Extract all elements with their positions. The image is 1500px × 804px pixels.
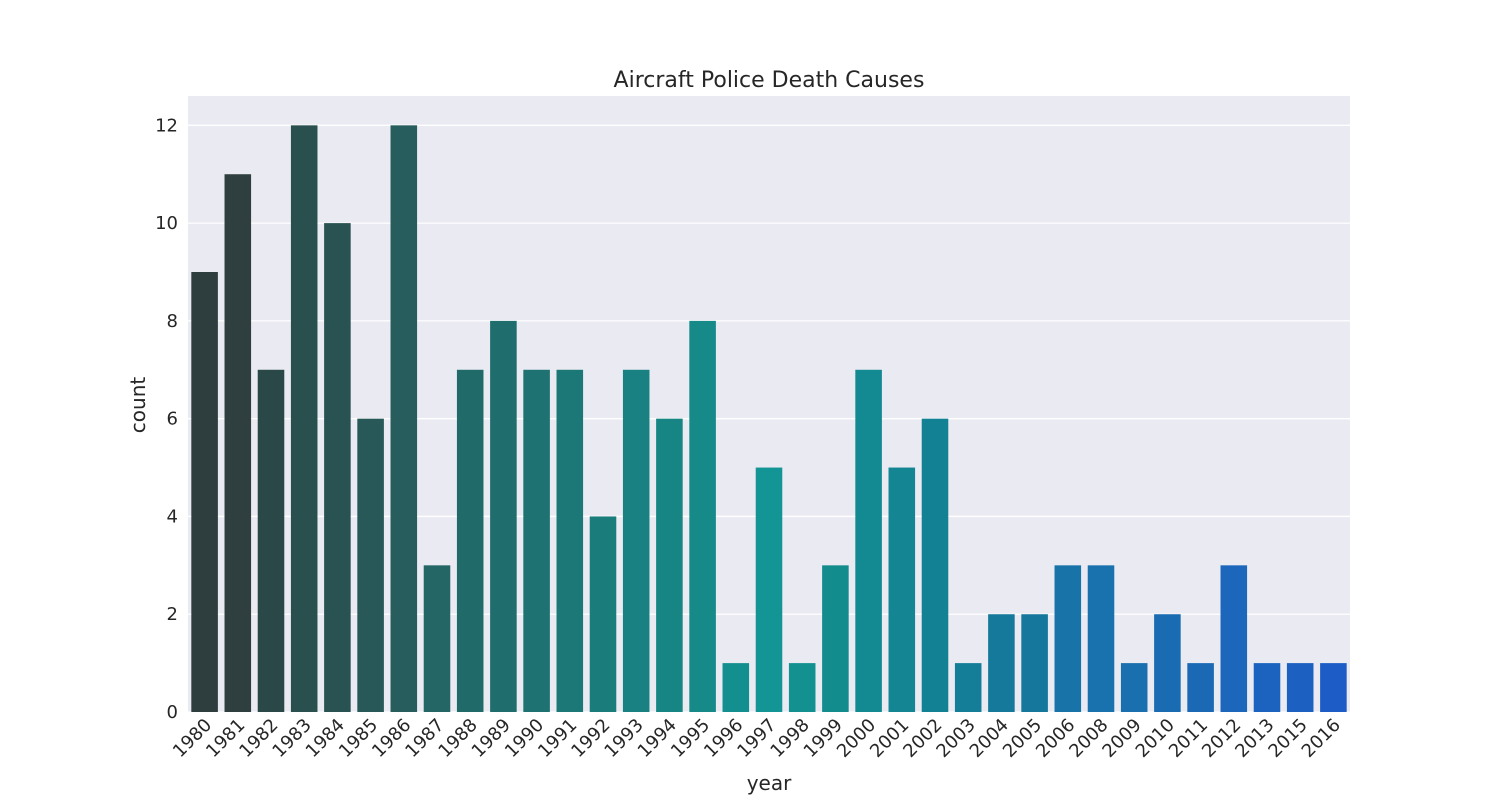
bar-2010 (1154, 614, 1181, 712)
bar-1989 (490, 320, 517, 712)
bar-1984 (324, 223, 351, 712)
bar-2011 (1187, 663, 1214, 712)
bar-1991 (556, 369, 584, 712)
bar-1982 (257, 369, 285, 712)
bar-1980 (191, 272, 218, 712)
y-axis-label: count (126, 377, 150, 434)
bar-2016 (1320, 663, 1347, 712)
bar-2001 (888, 467, 916, 712)
bar-2009 (1120, 663, 1148, 712)
bar-1999 (822, 565, 849, 712)
bar-1986 (390, 125, 418, 713)
bar-1995 (689, 320, 716, 712)
y-tick-label: 10 (155, 213, 178, 234)
x-axis-ticks: 1980198119821983198419851986198719881989… (169, 715, 1345, 762)
chart-title: Aircraft Police Death Causes (614, 68, 925, 93)
bar-1985 (357, 418, 384, 712)
y-tick-label: 6 (167, 409, 178, 430)
bar-2008 (1087, 565, 1115, 712)
bar-1998 (788, 663, 816, 712)
bar-2002 (921, 418, 949, 712)
bar-1997 (755, 467, 783, 712)
bar-1988 (456, 369, 484, 712)
bar-2004 (988, 614, 1015, 712)
y-axis-ticks: 0 2 4 6 8 10 12 (155, 115, 178, 723)
bar-2013 (1253, 663, 1281, 712)
bar-2012 (1220, 565, 1248, 712)
y-tick-label: 0 (167, 702, 178, 723)
bar-2005 (1021, 614, 1048, 712)
bar-1987 (423, 565, 451, 712)
y-tick-label: 8 (167, 311, 178, 332)
x-tick-label: 2016 (1298, 715, 1345, 762)
y-tick-label: 12 (155, 115, 178, 136)
bar-2015 (1286, 663, 1314, 712)
bar-1996 (722, 663, 750, 712)
bar-1983 (290, 125, 318, 713)
x-axis-label: year (747, 771, 792, 795)
bars (191, 125, 1347, 713)
bar-2003 (954, 663, 982, 712)
bar-1981 (224, 174, 252, 712)
bar-1994 (656, 418, 683, 712)
bar-1990 (523, 369, 550, 712)
bar-2006 (1054, 565, 1082, 712)
y-tick-label: 4 (167, 506, 178, 527)
bar-1993 (622, 369, 650, 712)
bar-1992 (589, 516, 617, 712)
y-tick-label: 2 (167, 604, 178, 625)
bar-2000 (855, 369, 882, 712)
